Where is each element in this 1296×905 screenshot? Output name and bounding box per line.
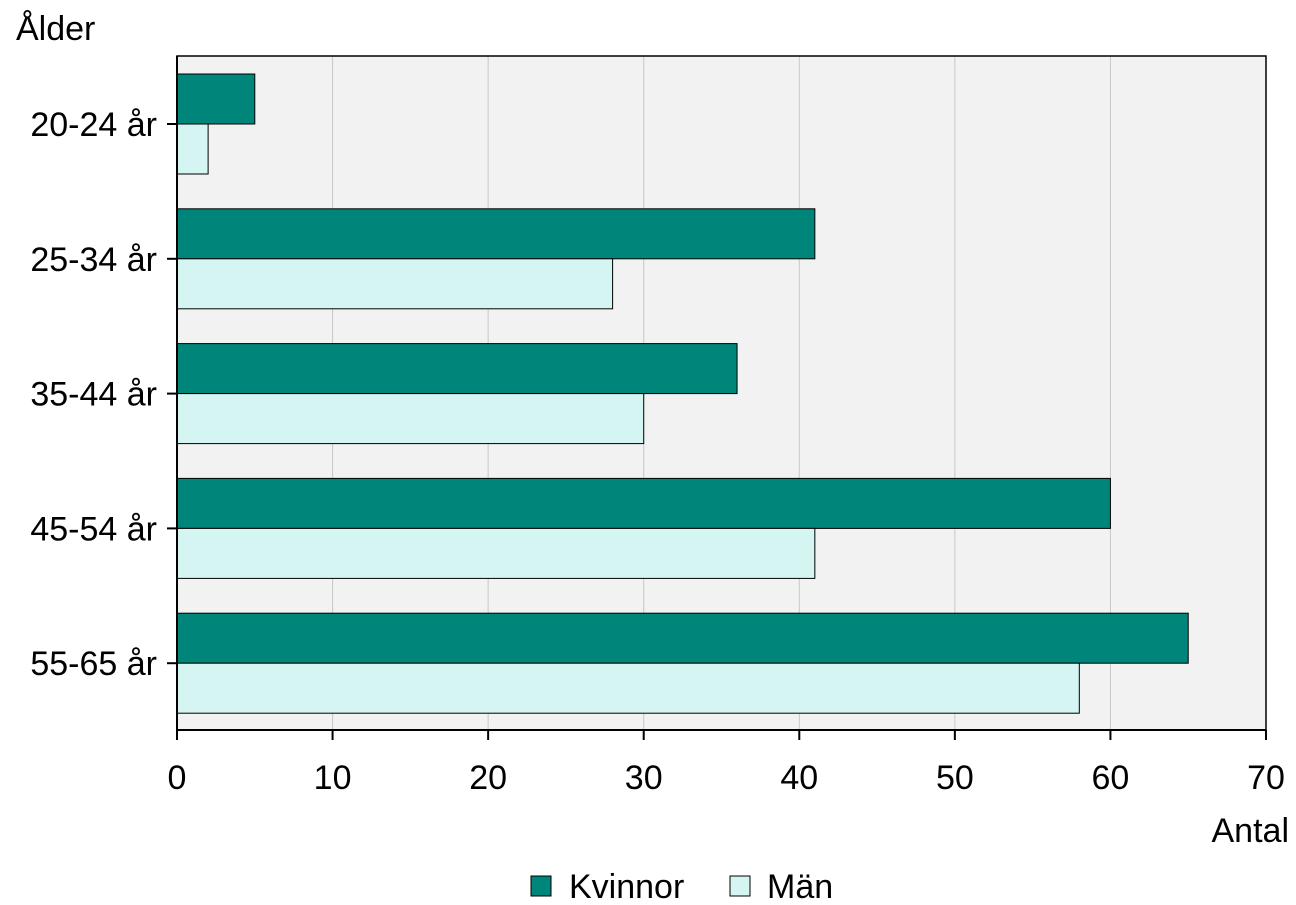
category-label: 45-54 år [30,510,157,548]
category-label: 55-65 år [30,645,157,683]
category-label: 35-44 år [30,376,157,414]
x-tick-label: 40 [780,759,818,797]
x-tick-label: 30 [625,759,663,797]
bar-m-n-2 [176,258,614,310]
category-label: 20-24 år [30,106,157,144]
x-axis: 0 10 20 30 40 50 60 70 [168,729,1285,797]
bar-kvinnor-1 [176,73,256,125]
legend-swatch-kvinnor [530,875,552,897]
x-tick-label: 60 [1092,759,1130,797]
bar-m-n-3 [176,393,645,445]
plot-area [176,55,1267,731]
bar-m-n-4 [176,527,816,579]
legend-label-kvinnor: Kvinnor [569,868,684,905]
category-axis: 20-24 år 25-34 år 35-44 år 45-54 år 55-65 år [30,56,178,730]
x-tick-label: 10 [314,759,352,797]
x-tick-label: 70 [1247,759,1285,797]
legend-swatch-man [729,875,751,897]
bar-kvinnor-5 [176,612,1189,664]
category-label: 25-34 år [30,241,157,279]
bar-m-n-5 [176,662,1080,714]
x-axis-title: Antal [1212,812,1290,850]
y-axis-title: Ålder [16,10,95,48]
legend-label-man: Män [767,868,833,905]
bar-kvinnor-4 [176,477,1111,529]
bar-m-n-1 [176,123,209,175]
legend: Kvinnor Män [530,868,833,905]
x-tick-label: 20 [469,759,507,797]
bar-kvinnor-2 [176,208,816,260]
bar-kvinnor-3 [176,343,738,395]
x-tick-label: 50 [936,759,974,797]
x-tick-label: 0 [168,759,187,797]
